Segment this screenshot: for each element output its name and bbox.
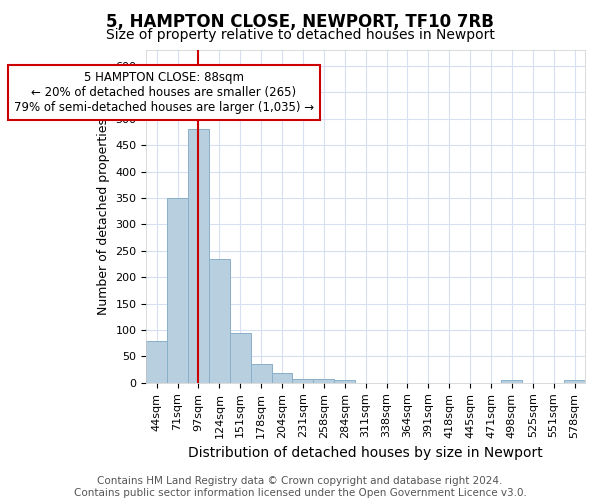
Bar [188,129,209,383]
Bar [292,378,313,383]
Bar [230,332,251,383]
Bar [167,198,188,383]
X-axis label: Distribution of detached houses by size in Newport: Distribution of detached houses by size … [188,446,543,460]
Text: Contains HM Land Registry data © Crown copyright and database right 2024.
Contai: Contains HM Land Registry data © Crown c… [74,476,526,498]
Bar [272,374,292,383]
Text: Size of property relative to detached houses in Newport: Size of property relative to detached ho… [106,28,494,42]
Y-axis label: Number of detached properties: Number of detached properties [97,118,110,315]
Bar [313,378,334,383]
Bar [502,380,523,383]
Bar [334,380,355,383]
Bar [146,340,167,383]
Bar [564,380,585,383]
Bar [209,258,230,383]
Text: 5 HAMPTON CLOSE: 88sqm
← 20% of detached houses are smaller (265)
79% of semi-de: 5 HAMPTON CLOSE: 88sqm ← 20% of detached… [14,71,314,114]
Bar [251,364,272,383]
Text: 5, HAMPTON CLOSE, NEWPORT, TF10 7RB: 5, HAMPTON CLOSE, NEWPORT, TF10 7RB [106,12,494,30]
